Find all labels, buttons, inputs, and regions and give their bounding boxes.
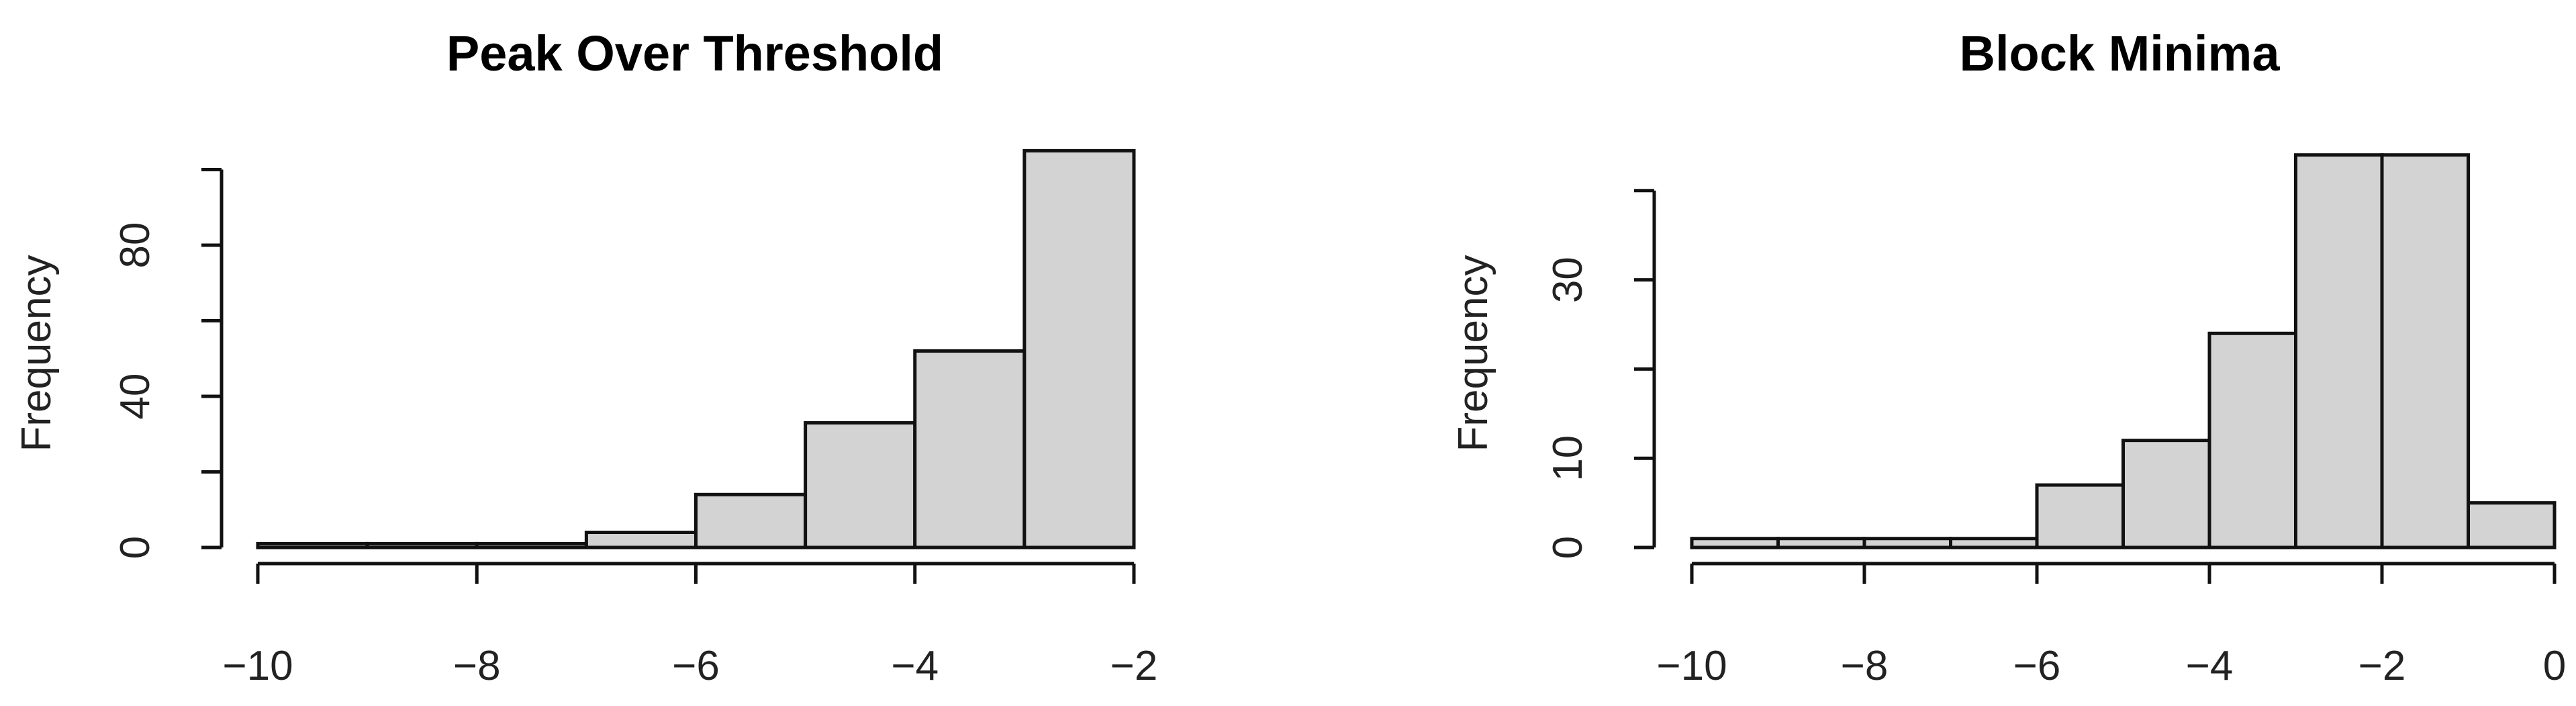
histogram-bar xyxy=(804,421,917,549)
y-tick-label: 10 xyxy=(1545,435,1591,482)
x-tick-label: −10 xyxy=(1656,643,1727,689)
y-tick-label: 40 xyxy=(112,373,158,420)
y-tick-label: 0 xyxy=(112,536,158,559)
x-tick-label: −4 xyxy=(891,643,939,689)
y-axis-label: Frequency xyxy=(1450,255,1496,452)
panel-peak-over-threshold: Peak Over Threshold Frequency −10 −8 −6 −4 −… xyxy=(13,26,1157,689)
histogram-bar xyxy=(1776,537,1866,549)
panel-block-minima: Block Minima Frequency −10 −8 −6 −4 −2 0 0 10 30 xyxy=(1450,26,2566,689)
histogram-bar xyxy=(2207,331,2297,549)
y-tick-label: 80 xyxy=(112,222,158,269)
histogram-bar xyxy=(584,531,698,549)
histogram-bar xyxy=(365,541,479,549)
histogram-bar xyxy=(1862,537,1952,549)
x-tick-label: −2 xyxy=(1110,643,1158,689)
histogram-bar xyxy=(913,349,1027,549)
y-tick-label: 0 xyxy=(1545,536,1591,559)
x-tick-label: 0 xyxy=(2543,643,2566,689)
x-tick-label: −8 xyxy=(453,643,501,689)
x-tick-label: −4 xyxy=(2186,643,2234,689)
chart-title: Block Minima xyxy=(1960,26,2281,81)
y-axis-label: Frequency xyxy=(13,255,60,452)
x-tick-label: −8 xyxy=(1841,643,1889,689)
histogram-bar xyxy=(2121,439,2211,549)
histogram-bar xyxy=(694,492,808,549)
histogram-bar xyxy=(2294,153,2384,549)
histogram-bar xyxy=(2467,501,2557,549)
histogram-bar xyxy=(2035,483,2125,549)
x-tick-label: −10 xyxy=(222,643,293,689)
histogram-bar xyxy=(1949,537,2039,549)
y-tick-label: 30 xyxy=(1545,257,1591,303)
histogram-bar xyxy=(256,541,369,549)
histogram-bar xyxy=(1022,148,1136,549)
x-tick-label: −6 xyxy=(2013,643,2061,689)
x-tick-label: −2 xyxy=(2358,643,2406,689)
histogram-bar xyxy=(1690,537,1780,549)
x-tick-label: −6 xyxy=(672,643,720,689)
histogram-bar xyxy=(475,541,588,549)
histogram-bar xyxy=(2380,153,2470,549)
chart-title: Peak Over Threshold xyxy=(446,26,943,81)
